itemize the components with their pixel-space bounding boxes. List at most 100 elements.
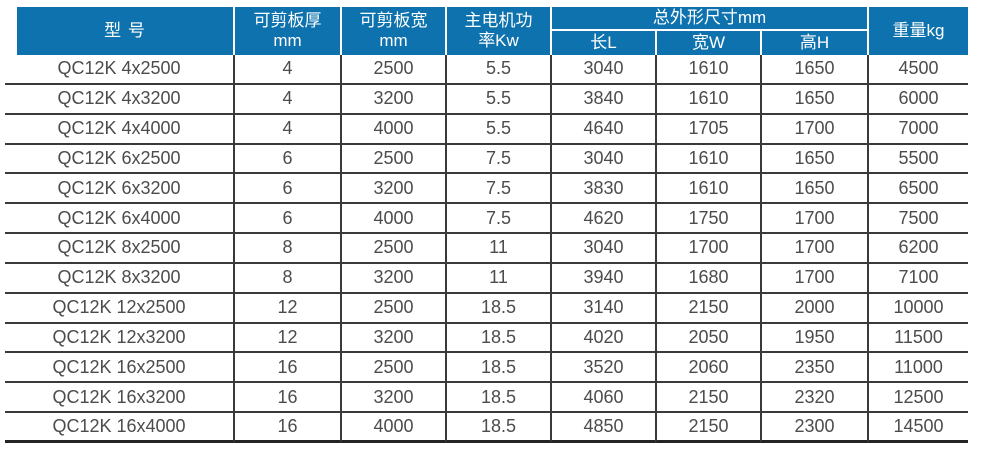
cell-model: QC12K 6x4000 bbox=[5, 204, 233, 235]
table-row: QC12K 8x2500 8 2500 11 3040 1700 1700 62… bbox=[5, 234, 968, 264]
cell-plate-thickness: 4 bbox=[233, 114, 340, 145]
cell-dim-height: 1950 bbox=[760, 323, 867, 354]
cell-dim-width: 1610 bbox=[655, 55, 760, 85]
cell-dim-width: 1610 bbox=[655, 144, 760, 175]
cell-dim-width: 2150 bbox=[655, 293, 760, 324]
cell-plate-thickness: 16 bbox=[233, 383, 340, 414]
cell-motor-power: 18.5 bbox=[445, 293, 550, 324]
header-dim-length: 长L bbox=[550, 31, 655, 55]
table-row: QC12K 8x3200 8 3200 11 3940 1680 1700 71… bbox=[5, 263, 968, 294]
cell-dim-width: 1750 bbox=[655, 204, 760, 235]
cell-motor-power: 7.5 bbox=[445, 204, 550, 235]
table-row: QC12K 16x4000 16 4000 18.5 4850 2150 230… bbox=[5, 413, 968, 443]
cell-dim-width: 2050 bbox=[655, 323, 760, 354]
table-row: QC12K 4x4000 4 4000 5.5 4640 1705 1700 7… bbox=[5, 114, 968, 145]
cell-dim-length: 3840 bbox=[550, 84, 655, 115]
table-row: QC12K 12x2500 12 2500 18.5 3140 2150 200… bbox=[5, 293, 968, 324]
cell-motor-power: 7.5 bbox=[445, 174, 550, 205]
cell-dim-height: 1700 bbox=[760, 114, 867, 145]
header-plate-width-line1: 可剪板宽 bbox=[359, 10, 428, 30]
cell-weight: 11500 bbox=[867, 323, 968, 354]
spec-table: 型 号 可剪板厚 mm 可剪板宽 mm 主电机功 率Kw 总外形尺寸mm 长L … bbox=[5, 7, 968, 443]
cell-weight: 14500 bbox=[867, 413, 968, 443]
header-weight: 重量kg bbox=[867, 7, 968, 55]
cell-model: QC12K 12x3200 bbox=[5, 324, 233, 354]
cell-motor-power: 11 bbox=[445, 234, 550, 264]
cell-plate-width: 3200 bbox=[340, 383, 445, 414]
cell-model: QC12K 4x3200 bbox=[5, 85, 233, 115]
cell-dim-width: 1700 bbox=[655, 234, 760, 264]
cell-dim-height: 2000 bbox=[760, 293, 867, 324]
cell-dim-width: 2150 bbox=[655, 383, 760, 414]
header-plate-width: 可剪板宽 mm bbox=[340, 7, 445, 55]
cell-dim-height: 1650 bbox=[760, 144, 867, 175]
cell-dim-length: 3520 bbox=[550, 353, 655, 384]
header-dim-height: 高H bbox=[760, 31, 867, 55]
header-weight-label: 重量kg bbox=[892, 20, 945, 40]
cell-plate-width: 2500 bbox=[340, 55, 445, 85]
cell-motor-power: 18.5 bbox=[445, 323, 550, 354]
cell-weight: 6000 bbox=[867, 84, 968, 115]
cell-plate-width: 2500 bbox=[340, 293, 445, 324]
cell-dim-length: 4060 bbox=[550, 383, 655, 414]
cell-plate-width: 4000 bbox=[340, 114, 445, 145]
cell-model: QC12K 16x3200 bbox=[5, 383, 233, 414]
table-row: QC12K 4x2500 4 2500 5.5 3040 1610 1650 4… bbox=[5, 55, 968, 85]
cell-motor-power: 5.5 bbox=[445, 84, 550, 115]
cell-plate-thickness: 6 bbox=[233, 144, 340, 175]
cell-dim-height: 1700 bbox=[760, 204, 867, 235]
table-row: QC12K 16x2500 16 2500 18.5 3520 2060 235… bbox=[5, 353, 968, 384]
cell-weight: 10000 bbox=[867, 293, 968, 324]
cell-model: QC12K 12x2500 bbox=[5, 294, 233, 324]
header-dim-height-label: 高H bbox=[799, 32, 830, 52]
table-row: QC12K 6x2500 6 2500 7.5 3040 1610 1650 5… bbox=[5, 144, 968, 175]
header-dim-length-label: 长L bbox=[590, 32, 617, 52]
cell-plate-thickness: 16 bbox=[233, 413, 340, 443]
cell-dim-width: 1680 bbox=[655, 263, 760, 294]
cell-model: QC12K 4x2500 bbox=[5, 55, 233, 85]
header-motor-power-line2: 率Kw bbox=[478, 31, 519, 50]
cell-dim-width: 2150 bbox=[655, 413, 760, 443]
cell-plate-width: 3200 bbox=[340, 174, 445, 205]
cell-plate-thickness: 4 bbox=[233, 84, 340, 115]
cell-motor-power: 18.5 bbox=[445, 383, 550, 414]
cell-motor-power: 5.5 bbox=[445, 114, 550, 145]
cell-motor-power: 18.5 bbox=[445, 353, 550, 384]
cell-plate-thickness: 4 bbox=[233, 55, 340, 85]
cell-model: QC12K 8x2500 bbox=[5, 234, 233, 264]
header-plate-width-line2: mm bbox=[379, 31, 408, 50]
cell-plate-thickness: 16 bbox=[233, 353, 340, 384]
cell-dim-height: 2350 bbox=[760, 353, 867, 384]
cell-weight: 6500 bbox=[867, 174, 968, 205]
cell-plate-thickness: 6 bbox=[233, 174, 340, 205]
header-model: 型 号 bbox=[17, 7, 233, 55]
cell-weight: 6200 bbox=[867, 234, 968, 264]
table-row: QC12K 16x3200 16 3200 18.5 4060 2150 232… bbox=[5, 383, 968, 414]
cell-dim-height: 2300 bbox=[760, 413, 867, 443]
header-dimensions-group-label: 总外形尺寸mm bbox=[652, 7, 767, 27]
cell-dim-length: 3940 bbox=[550, 263, 655, 294]
cell-dim-length: 4020 bbox=[550, 323, 655, 354]
header-thickness: 可剪板厚 mm bbox=[233, 7, 340, 55]
cell-model: QC12K 16x4000 bbox=[5, 413, 233, 443]
cell-dim-height: 1650 bbox=[760, 84, 867, 115]
cell-motor-power: 18.5 bbox=[445, 413, 550, 443]
cell-plate-thickness: 6 bbox=[233, 204, 340, 235]
header-dim-width: 宽W bbox=[655, 31, 760, 55]
cell-weight: 11000 bbox=[867, 353, 968, 384]
cell-plate-width: 3200 bbox=[340, 323, 445, 354]
cell-dim-length: 3040 bbox=[550, 144, 655, 175]
cell-model: QC12K 6x2500 bbox=[5, 145, 233, 175]
cell-model: QC12K 6x3200 bbox=[5, 174, 233, 205]
table-row: QC12K 12x3200 12 3200 18.5 4020 2050 195… bbox=[5, 323, 968, 354]
cell-plate-width: 2500 bbox=[340, 144, 445, 175]
cell-weight: 7000 bbox=[867, 114, 968, 145]
cell-dim-length: 4620 bbox=[550, 204, 655, 235]
cell-dim-width: 2060 bbox=[655, 353, 760, 384]
cell-dim-length: 3140 bbox=[550, 293, 655, 324]
cell-dim-width: 1610 bbox=[655, 84, 760, 115]
cell-weight: 12500 bbox=[867, 383, 968, 414]
table-row: QC12K 6x4000 6 4000 7.5 4620 1750 1700 7… bbox=[5, 204, 968, 235]
header-left-spacer bbox=[5, 7, 17, 55]
spec-table-header: 型 号 可剪板厚 mm 可剪板宽 mm 主电机功 率Kw 总外形尺寸mm 长L … bbox=[5, 7, 968, 55]
